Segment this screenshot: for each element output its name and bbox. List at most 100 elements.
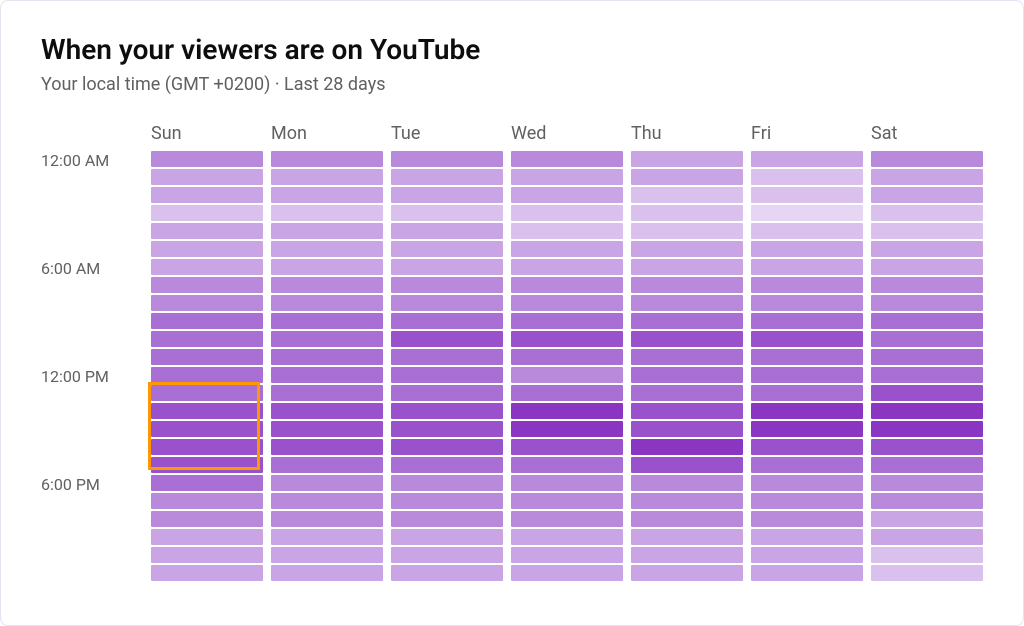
heatmap-cell[interactable] bbox=[631, 205, 743, 221]
heatmap-cell[interactable] bbox=[391, 295, 503, 311]
heatmap-cell[interactable] bbox=[871, 187, 983, 203]
heatmap-cell[interactable] bbox=[151, 277, 263, 293]
heatmap-cell[interactable] bbox=[751, 187, 863, 203]
heatmap-cell[interactable] bbox=[271, 277, 383, 293]
heatmap-cell[interactable] bbox=[391, 349, 503, 365]
heatmap-cell[interactable] bbox=[511, 565, 623, 581]
heatmap-cell[interactable] bbox=[871, 205, 983, 221]
heatmap-cell[interactable] bbox=[391, 151, 503, 167]
heatmap-cell[interactable] bbox=[151, 367, 263, 383]
heatmap-cell[interactable] bbox=[751, 169, 863, 185]
heatmap-cell[interactable] bbox=[511, 313, 623, 329]
heatmap-cell[interactable] bbox=[631, 529, 743, 545]
heatmap-cell[interactable] bbox=[271, 529, 383, 545]
heatmap-cell[interactable] bbox=[631, 223, 743, 239]
heatmap-cell[interactable] bbox=[631, 169, 743, 185]
heatmap-cell[interactable] bbox=[391, 241, 503, 257]
heatmap-cell[interactable] bbox=[751, 529, 863, 545]
heatmap-cell[interactable] bbox=[271, 223, 383, 239]
heatmap-cell[interactable] bbox=[631, 187, 743, 203]
heatmap-cell[interactable] bbox=[511, 277, 623, 293]
heatmap-cell[interactable] bbox=[511, 457, 623, 473]
heatmap-cell[interactable] bbox=[871, 277, 983, 293]
heatmap-cell[interactable] bbox=[751, 295, 863, 311]
heatmap-cell[interactable] bbox=[391, 421, 503, 437]
heatmap-cell[interactable] bbox=[871, 259, 983, 275]
heatmap-cell[interactable] bbox=[751, 421, 863, 437]
heatmap-cell[interactable] bbox=[511, 529, 623, 545]
heatmap-cell[interactable] bbox=[871, 151, 983, 167]
heatmap-cell[interactable] bbox=[751, 241, 863, 257]
heatmap-cell[interactable] bbox=[511, 493, 623, 509]
heatmap-cell[interactable] bbox=[151, 223, 263, 239]
heatmap-cell[interactable] bbox=[151, 547, 263, 563]
heatmap-cell[interactable] bbox=[631, 457, 743, 473]
heatmap-cell[interactable] bbox=[631, 421, 743, 437]
heatmap-cell[interactable] bbox=[151, 565, 263, 581]
heatmap-cell[interactable] bbox=[151, 403, 263, 419]
heatmap-cell[interactable] bbox=[391, 187, 503, 203]
heatmap-cell[interactable] bbox=[511, 385, 623, 401]
heatmap-cell[interactable] bbox=[871, 223, 983, 239]
heatmap-cell[interactable] bbox=[871, 565, 983, 581]
heatmap-cell[interactable] bbox=[391, 565, 503, 581]
heatmap-cell[interactable] bbox=[631, 331, 743, 347]
heatmap-cell[interactable] bbox=[751, 151, 863, 167]
heatmap-cell[interactable] bbox=[511, 439, 623, 455]
heatmap-cell[interactable] bbox=[631, 349, 743, 365]
heatmap-cell[interactable] bbox=[511, 259, 623, 275]
heatmap-cell[interactable] bbox=[391, 259, 503, 275]
heatmap-cell[interactable] bbox=[751, 313, 863, 329]
heatmap-cell[interactable] bbox=[511, 295, 623, 311]
heatmap-cell[interactable] bbox=[751, 403, 863, 419]
heatmap-cell[interactable] bbox=[871, 367, 983, 383]
heatmap-cell[interactable] bbox=[391, 367, 503, 383]
heatmap-cell[interactable] bbox=[751, 457, 863, 473]
heatmap-cell[interactable] bbox=[511, 169, 623, 185]
heatmap-cell[interactable] bbox=[511, 367, 623, 383]
heatmap-cell[interactable] bbox=[871, 295, 983, 311]
heatmap-cell[interactable] bbox=[271, 475, 383, 491]
heatmap-cell[interactable] bbox=[271, 367, 383, 383]
heatmap-cell[interactable] bbox=[751, 493, 863, 509]
heatmap-cell[interactable] bbox=[631, 385, 743, 401]
heatmap-cell[interactable] bbox=[271, 169, 383, 185]
heatmap-cell[interactable] bbox=[271, 295, 383, 311]
heatmap-cell[interactable] bbox=[151, 205, 263, 221]
heatmap-cell[interactable] bbox=[871, 457, 983, 473]
heatmap-cell[interactable] bbox=[871, 511, 983, 527]
heatmap-cell[interactable] bbox=[631, 439, 743, 455]
heatmap-cell[interactable] bbox=[631, 475, 743, 491]
heatmap-cell[interactable] bbox=[391, 169, 503, 185]
heatmap-cell[interactable] bbox=[151, 169, 263, 185]
heatmap-cell[interactable] bbox=[271, 205, 383, 221]
heatmap-cell[interactable] bbox=[151, 313, 263, 329]
heatmap-cell[interactable] bbox=[391, 403, 503, 419]
heatmap-cell[interactable] bbox=[271, 241, 383, 257]
heatmap-cell[interactable] bbox=[391, 277, 503, 293]
heatmap-cell[interactable] bbox=[511, 151, 623, 167]
heatmap-cell[interactable] bbox=[631, 277, 743, 293]
heatmap-cell[interactable] bbox=[871, 385, 983, 401]
heatmap-cell[interactable] bbox=[631, 493, 743, 509]
heatmap-cell[interactable] bbox=[151, 241, 263, 257]
heatmap-cell[interactable] bbox=[751, 385, 863, 401]
heatmap-cell[interactable] bbox=[871, 349, 983, 365]
heatmap-cell[interactable] bbox=[151, 259, 263, 275]
heatmap-cell[interactable] bbox=[391, 547, 503, 563]
heatmap-cell[interactable] bbox=[271, 385, 383, 401]
heatmap-cell[interactable] bbox=[631, 403, 743, 419]
heatmap-cell[interactable] bbox=[271, 565, 383, 581]
heatmap-cell[interactable] bbox=[751, 223, 863, 239]
heatmap-cell[interactable] bbox=[631, 547, 743, 563]
heatmap-cell[interactable] bbox=[391, 313, 503, 329]
heatmap-cell[interactable] bbox=[751, 439, 863, 455]
heatmap-cell[interactable] bbox=[871, 547, 983, 563]
heatmap-cell[interactable] bbox=[391, 223, 503, 239]
heatmap-cell[interactable] bbox=[271, 259, 383, 275]
heatmap-cell[interactable] bbox=[151, 511, 263, 527]
heatmap-cell[interactable] bbox=[151, 493, 263, 509]
heatmap-cell[interactable] bbox=[511, 349, 623, 365]
heatmap-cell[interactable] bbox=[391, 331, 503, 347]
heatmap-cell[interactable] bbox=[871, 403, 983, 419]
